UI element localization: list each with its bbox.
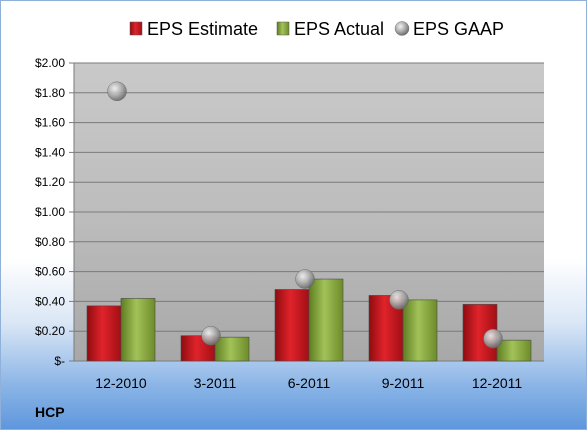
y-tick-label: $0.40 xyxy=(35,294,65,308)
eps-gaap-point xyxy=(107,81,127,102)
y-axis-ticks: $- $0.20 $0.40 $0.60 $0.80 $1.00 $1.20 $1.40 $1.… xyxy=(35,56,65,368)
y-tick-label: $0.80 xyxy=(35,235,65,249)
y-tick-label: $1.60 xyxy=(35,116,65,130)
eps-actual-bar xyxy=(496,339,532,362)
legend-label: EPS Estimate xyxy=(147,19,258,39)
eps-actual-bar xyxy=(214,336,250,362)
x-category-label: 12-2011 xyxy=(472,375,523,391)
eps-estimate-bar xyxy=(274,289,310,362)
eps-estimate-bar xyxy=(86,305,122,362)
legend-label: EPS GAAP xyxy=(413,19,504,39)
x-category-label: 9-2011 xyxy=(382,375,425,391)
gaap-points xyxy=(107,81,503,349)
y-tick-label: $0.20 xyxy=(35,324,65,338)
y-tick-label: $- xyxy=(54,354,65,368)
eps-actual-bar xyxy=(402,299,438,362)
eps-gaap-point xyxy=(389,290,409,310)
x-category-label: 6-2011 xyxy=(288,375,331,391)
eps-gaap-point xyxy=(483,328,503,349)
legend-swatch xyxy=(276,21,290,36)
x-category-label: 12-2010 xyxy=(95,375,147,391)
y-tick-label: $0.60 xyxy=(35,265,65,279)
x-axis-categories: 12-2010 3-2011 6-2011 9-2011 12-2011 xyxy=(95,375,522,391)
eps-actual-bar xyxy=(308,278,344,362)
ticker-label: HCP xyxy=(35,404,65,420)
legend-swatch xyxy=(394,21,410,36)
legend-label: EPS Actual xyxy=(294,19,384,39)
y-tick-label: $2.00 xyxy=(35,56,65,70)
y-tick-label: $1.20 xyxy=(35,175,65,189)
y-tick-label: $1.40 xyxy=(35,145,65,159)
x-category-label: 3-2011 xyxy=(194,375,237,391)
y-tick-label: $1.80 xyxy=(35,86,65,100)
legend-swatch xyxy=(129,21,143,36)
eps-gaap-point xyxy=(201,325,221,346)
legend: EPS Estimate EPS Actual EPS GAAP xyxy=(129,19,504,39)
bars xyxy=(86,278,532,362)
y-tick-label: $1.00 xyxy=(35,205,65,219)
eps-gaap-point xyxy=(295,269,315,289)
eps-actual-bar xyxy=(120,298,156,362)
